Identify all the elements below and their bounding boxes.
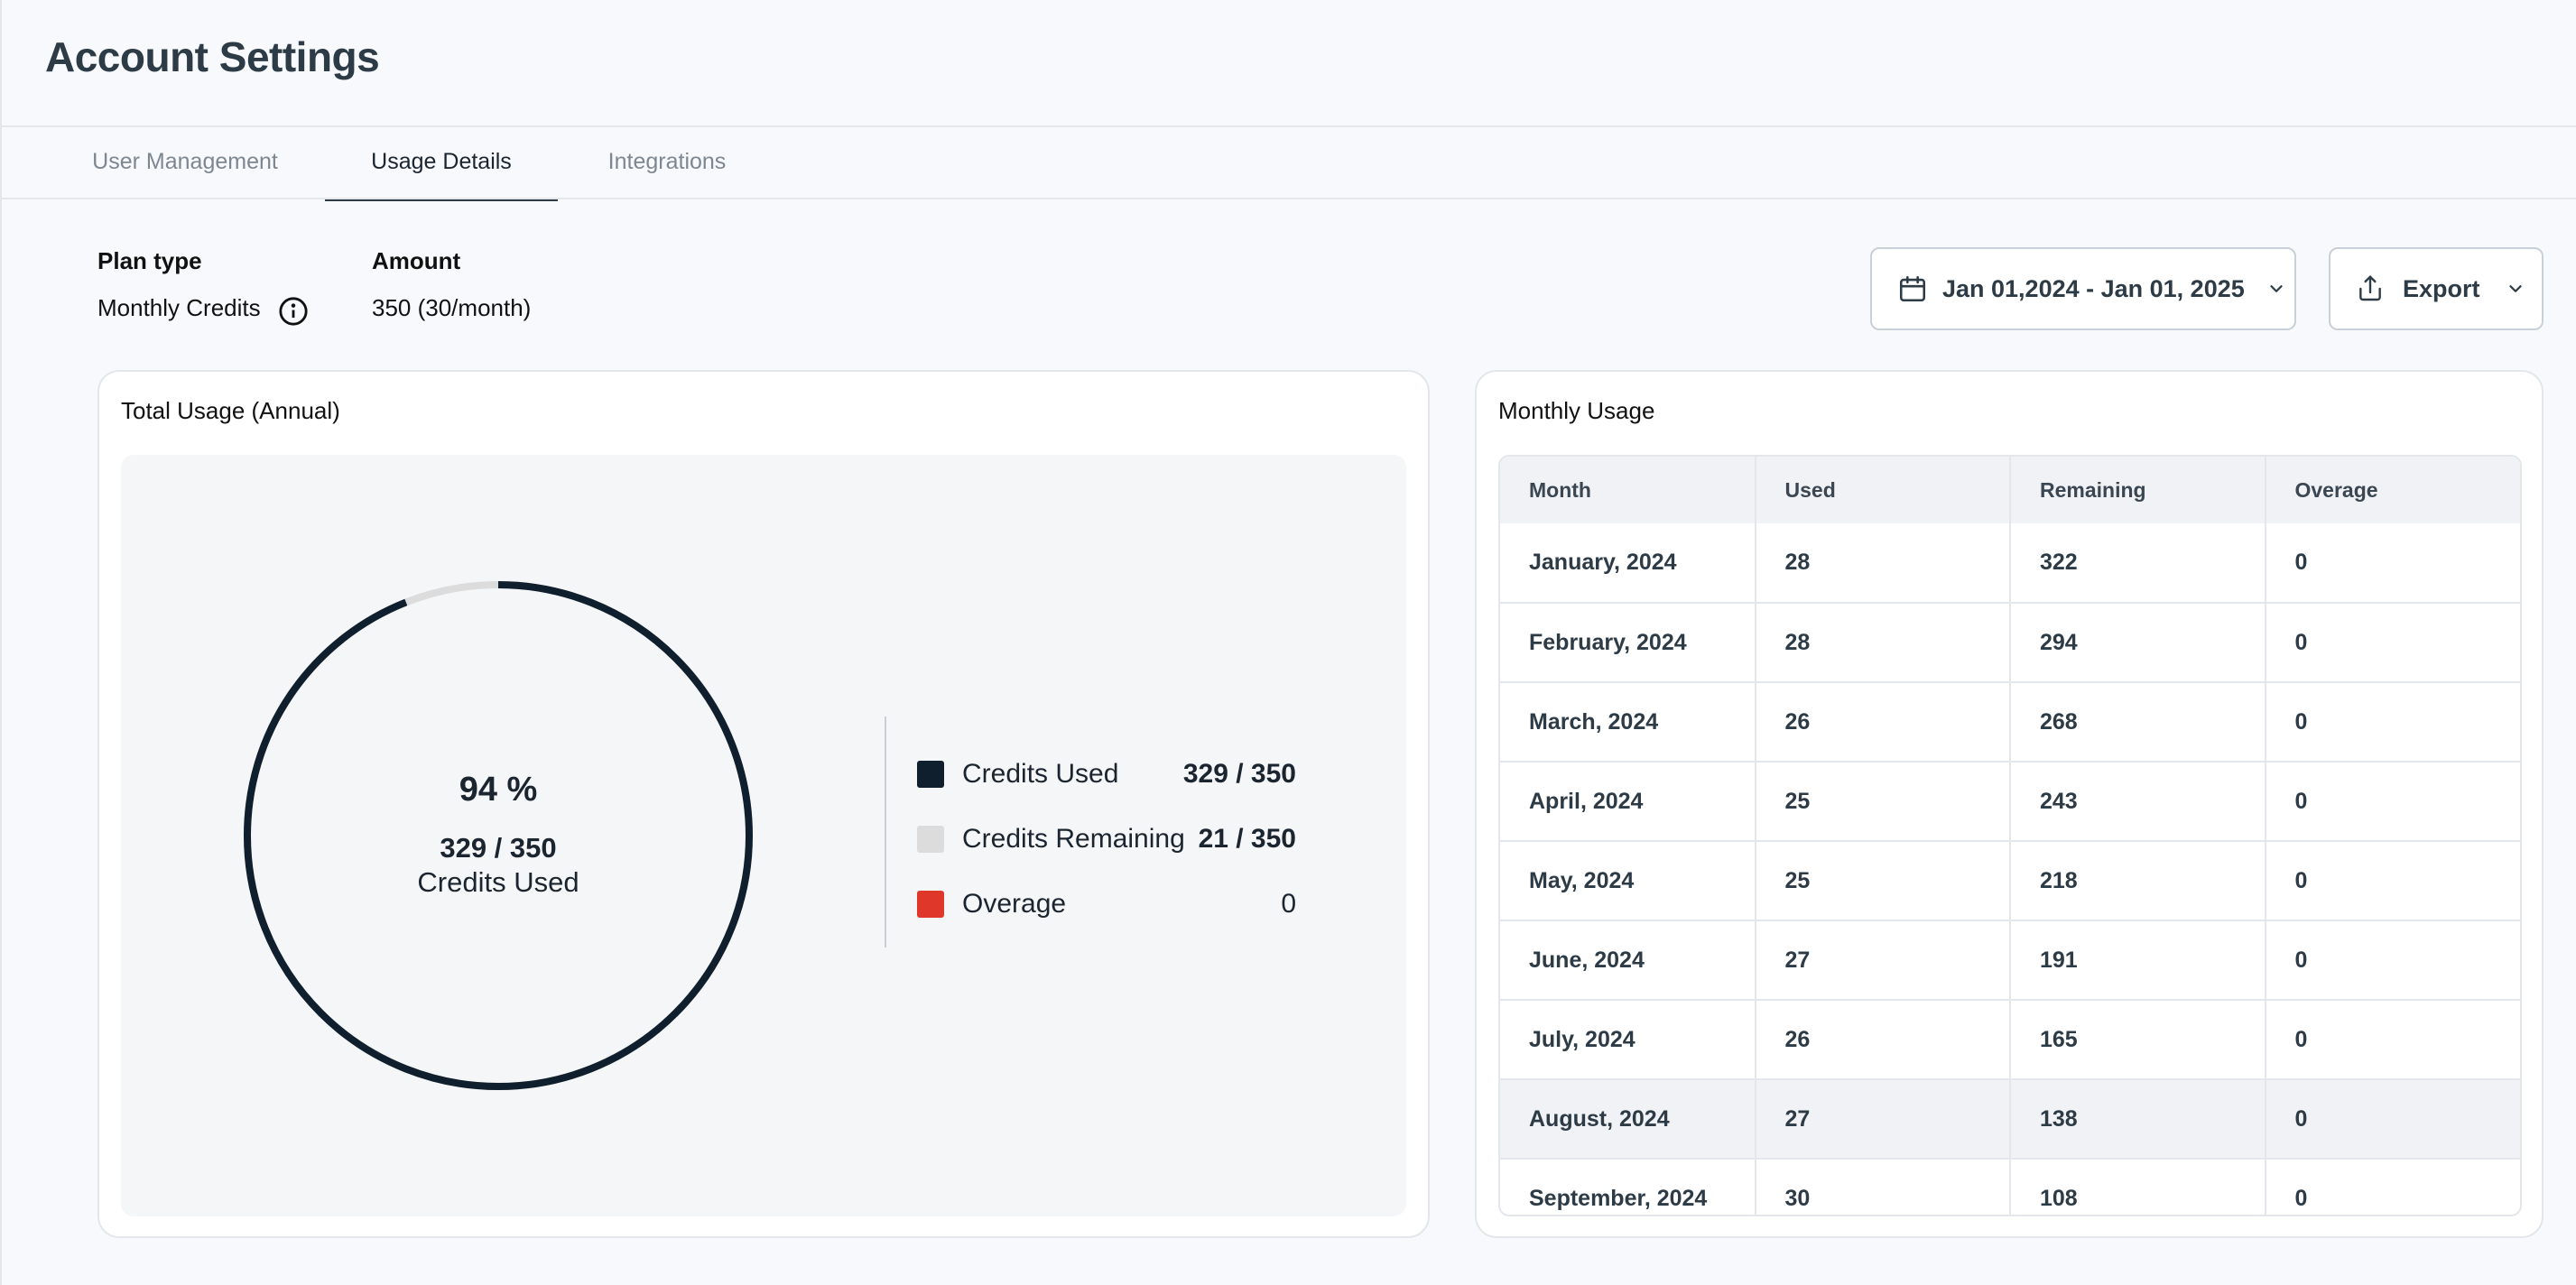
header-divider: [2, 125, 2576, 127]
plan-type-value: Monthly Credits: [97, 294, 261, 321]
monthly-usage-table-container[interactable]: Month Used Remaining Overage January, 20…: [1498, 455, 2522, 1216]
export-button[interactable]: Export: [2329, 247, 2544, 330]
usage-caption: Credits Used: [417, 866, 579, 898]
table-row[interactable]: May, 2024 25 218 0: [1500, 841, 2520, 921]
cell-overage: 0: [2265, 841, 2520, 921]
cell-used: 30: [1755, 1159, 2011, 1215]
tab-bar: User Management Usage Details Integratio…: [2, 127, 2576, 201]
cell-used: 26: [1755, 682, 2011, 763]
column-header-remaining: Remaining: [2010, 457, 2266, 523]
chevron-down-icon: [2506, 279, 2525, 299]
cell-remaining: 191: [2010, 920, 2266, 1001]
cell-used: 25: [1755, 841, 2011, 921]
table-row[interactable]: January, 2024 28 322 0: [1500, 523, 2520, 604]
chevron-down-icon: [2266, 279, 2286, 299]
date-range-picker[interactable]: Jan 01,2024 - Jan 01, 2025: [1870, 247, 2296, 330]
legend-divider: [885, 716, 886, 948]
usage-donut-chart: [244, 581, 753, 1090]
cell-remaining: 268: [2010, 682, 2266, 763]
cell-remaining: 243: [2010, 762, 2266, 842]
cell-month: April, 2024: [1500, 762, 1756, 842]
legend-value: 0: [1281, 889, 1296, 919]
cell-month: June, 2024: [1500, 920, 1756, 1001]
cell-overage: 0: [2265, 1000, 2520, 1080]
monthly-usage-table: Month Used Remaining Overage January, 20…: [1500, 457, 2520, 1215]
tab-user-management[interactable]: User Management: [92, 149, 278, 174]
legend-label: Overage: [962, 889, 1067, 919]
table-header-row: Month Used Remaining Overage: [1500, 457, 2520, 523]
legend-swatch: [917, 761, 944, 788]
table-row[interactable]: August, 2024 27 138 0: [1500, 1079, 2520, 1160]
cell-overage: 0: [2265, 603, 2520, 683]
legend-value: 21 / 350: [1198, 824, 1296, 854]
cell-overage: 0: [2265, 762, 2520, 842]
legend-value: 329 / 350: [1182, 759, 1296, 789]
cell-used: 27: [1755, 1079, 2011, 1160]
share-icon: [2356, 274, 2385, 303]
calendar-icon: [1897, 273, 1928, 304]
plan-type-label: Plan type: [97, 247, 202, 274]
legend-item-credits-used: Credits Used 329 / 350: [917, 756, 1296, 792]
table-row[interactable]: September, 2024 30 108 0: [1500, 1159, 2520, 1215]
legend-label: Credits Used: [962, 759, 1119, 789]
amount-label: Amount: [372, 247, 461, 274]
cell-month: January, 2024: [1500, 523, 1756, 604]
cell-month: March, 2024: [1500, 682, 1756, 763]
cell-remaining: 138: [2010, 1079, 2266, 1160]
amount-value: 350 (30/month): [372, 294, 532, 321]
cell-overage: 0: [2265, 682, 2520, 763]
cell-overage: 0: [2265, 1079, 2520, 1160]
column-header-used: Used: [1755, 457, 2011, 523]
legend-swatch: [917, 891, 944, 918]
table-row[interactable]: March, 2024 26 268 0: [1500, 682, 2520, 763]
cell-used: 27: [1755, 920, 2011, 1001]
cell-remaining: 108: [2010, 1159, 2266, 1215]
total-usage-title: Total Usage (Annual): [121, 397, 340, 424]
page-title: Account Settings: [45, 33, 380, 80]
date-range-label: Jan 01,2024 - Jan 01, 2025: [1942, 274, 2245, 302]
cell-remaining: 165: [2010, 1000, 2266, 1080]
legend-item-overage: Overage 0: [917, 886, 1296, 922]
monthly-usage-card: Monthly Usage Month Used Remaining Overa…: [1475, 370, 2544, 1238]
table-row[interactable]: April, 2024 25 243 0: [1500, 762, 2520, 842]
cell-used: 28: [1755, 523, 2011, 604]
cell-remaining: 218: [2010, 841, 2266, 921]
cell-overage: 0: [2265, 523, 2520, 604]
cell-overage: 0: [2265, 920, 2520, 1001]
legend-item-credits-remaining: Credits Remaining 21 / 350: [917, 821, 1296, 857]
cell-overage: 0: [2265, 1159, 2520, 1215]
export-label: Export: [2403, 274, 2480, 302]
cell-month: May, 2024: [1500, 841, 1756, 921]
donut-used-arc: [244, 581, 753, 1090]
info-circle-icon[interactable]: [277, 295, 310, 328]
tab-integrations[interactable]: Integrations: [607, 149, 727, 174]
cell-month: July, 2024: [1500, 1000, 1756, 1080]
column-header-month: Month: [1500, 457, 1756, 523]
tab-usage-details[interactable]: Usage Details: [325, 127, 558, 201]
cell-used: 25: [1755, 762, 2011, 842]
cell-used: 26: [1755, 1000, 2011, 1080]
table-row[interactable]: July, 2024 26 165 0: [1500, 1000, 2520, 1080]
cell-month: February, 2024: [1500, 603, 1756, 683]
total-usage-card: Total Usage (Annual) 94 % 329 / 350 Cred…: [97, 370, 1430, 1238]
cell-used: 28: [1755, 603, 2011, 683]
table-row[interactable]: June, 2024 27 191 0: [1500, 920, 2520, 1001]
legend-swatch: [917, 826, 944, 853]
cell-remaining: 294: [2010, 603, 2266, 683]
usage-percent: 94 %: [459, 771, 538, 809]
column-header-overage: Overage: [2265, 457, 2520, 523]
table-row[interactable]: February, 2024 28 294 0: [1500, 603, 2520, 683]
legend-label: Credits Remaining: [962, 824, 1185, 854]
usage-fraction: 329 / 350: [440, 832, 557, 864]
monthly-usage-title: Monthly Usage: [1498, 397, 1655, 424]
tabs-divider: [2, 198, 2576, 199]
cell-month: September, 2024: [1500, 1159, 1756, 1215]
usage-chart-area: 94 % 329 / 350 Credits Used Credits Used…: [121, 455, 1406, 1216]
cell-month: August, 2024: [1500, 1079, 1756, 1160]
cell-remaining: 322: [2010, 523, 2266, 604]
